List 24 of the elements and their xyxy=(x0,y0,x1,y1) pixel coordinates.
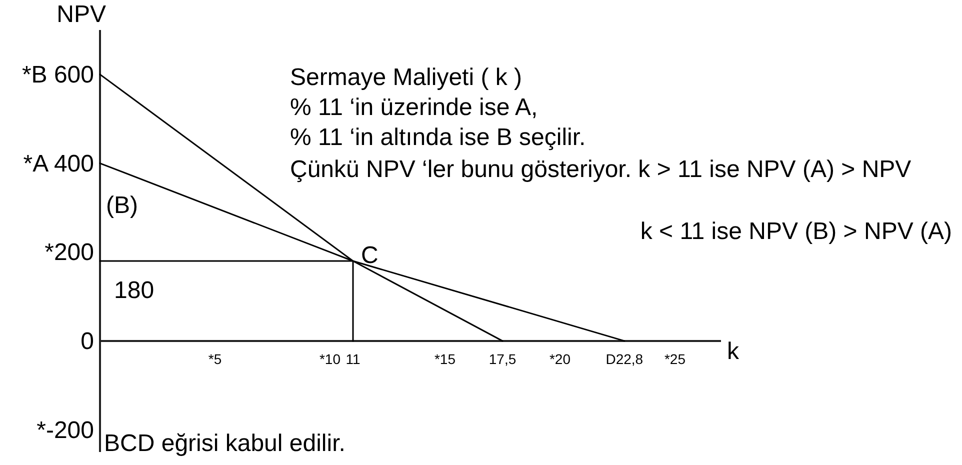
annotation: BCD eğrisi kabul edilir. xyxy=(104,430,346,456)
x-tick-label: D22,8 xyxy=(606,350,644,367)
x-tick-label: *20 xyxy=(549,350,571,367)
x-tick-label: *15 xyxy=(434,350,456,367)
annotation: % 11 ‘in üzerinde ise A, xyxy=(290,94,538,120)
annotation: k < 11 ise NPV (B) > NPV (A) xyxy=(640,218,952,244)
y-tick-label: *A 400 xyxy=(23,150,94,177)
annotation: Çünkü NPV ‘ler bunu gösteriyor. k > 11 ise NPV (A) > NPV xyxy=(290,156,912,182)
x-tick-label: 11 xyxy=(346,350,360,367)
annotation: 180 xyxy=(114,276,154,304)
annotation: % 11 ‘in altında ise B seçilir. xyxy=(290,124,586,150)
annotation: Sermaye Maliyeti ( k ) xyxy=(290,64,522,90)
x-tick-label: 17,5 xyxy=(488,350,516,367)
y-tick-label: *200 xyxy=(44,238,94,266)
y-tick-label: *-200 xyxy=(36,416,94,444)
x-tick-label: *5 xyxy=(208,350,222,367)
x-tick-label: *25 xyxy=(664,350,686,367)
y-tick-label: 0 xyxy=(80,327,94,354)
x-tick-label: *10 xyxy=(319,350,341,367)
y-tick-label: *B 600 xyxy=(22,60,94,88)
y-axis-title: NPV xyxy=(56,1,106,28)
annotation: C xyxy=(361,241,378,268)
x-axis-title: k xyxy=(727,337,740,364)
annotation: (B) xyxy=(106,192,138,218)
